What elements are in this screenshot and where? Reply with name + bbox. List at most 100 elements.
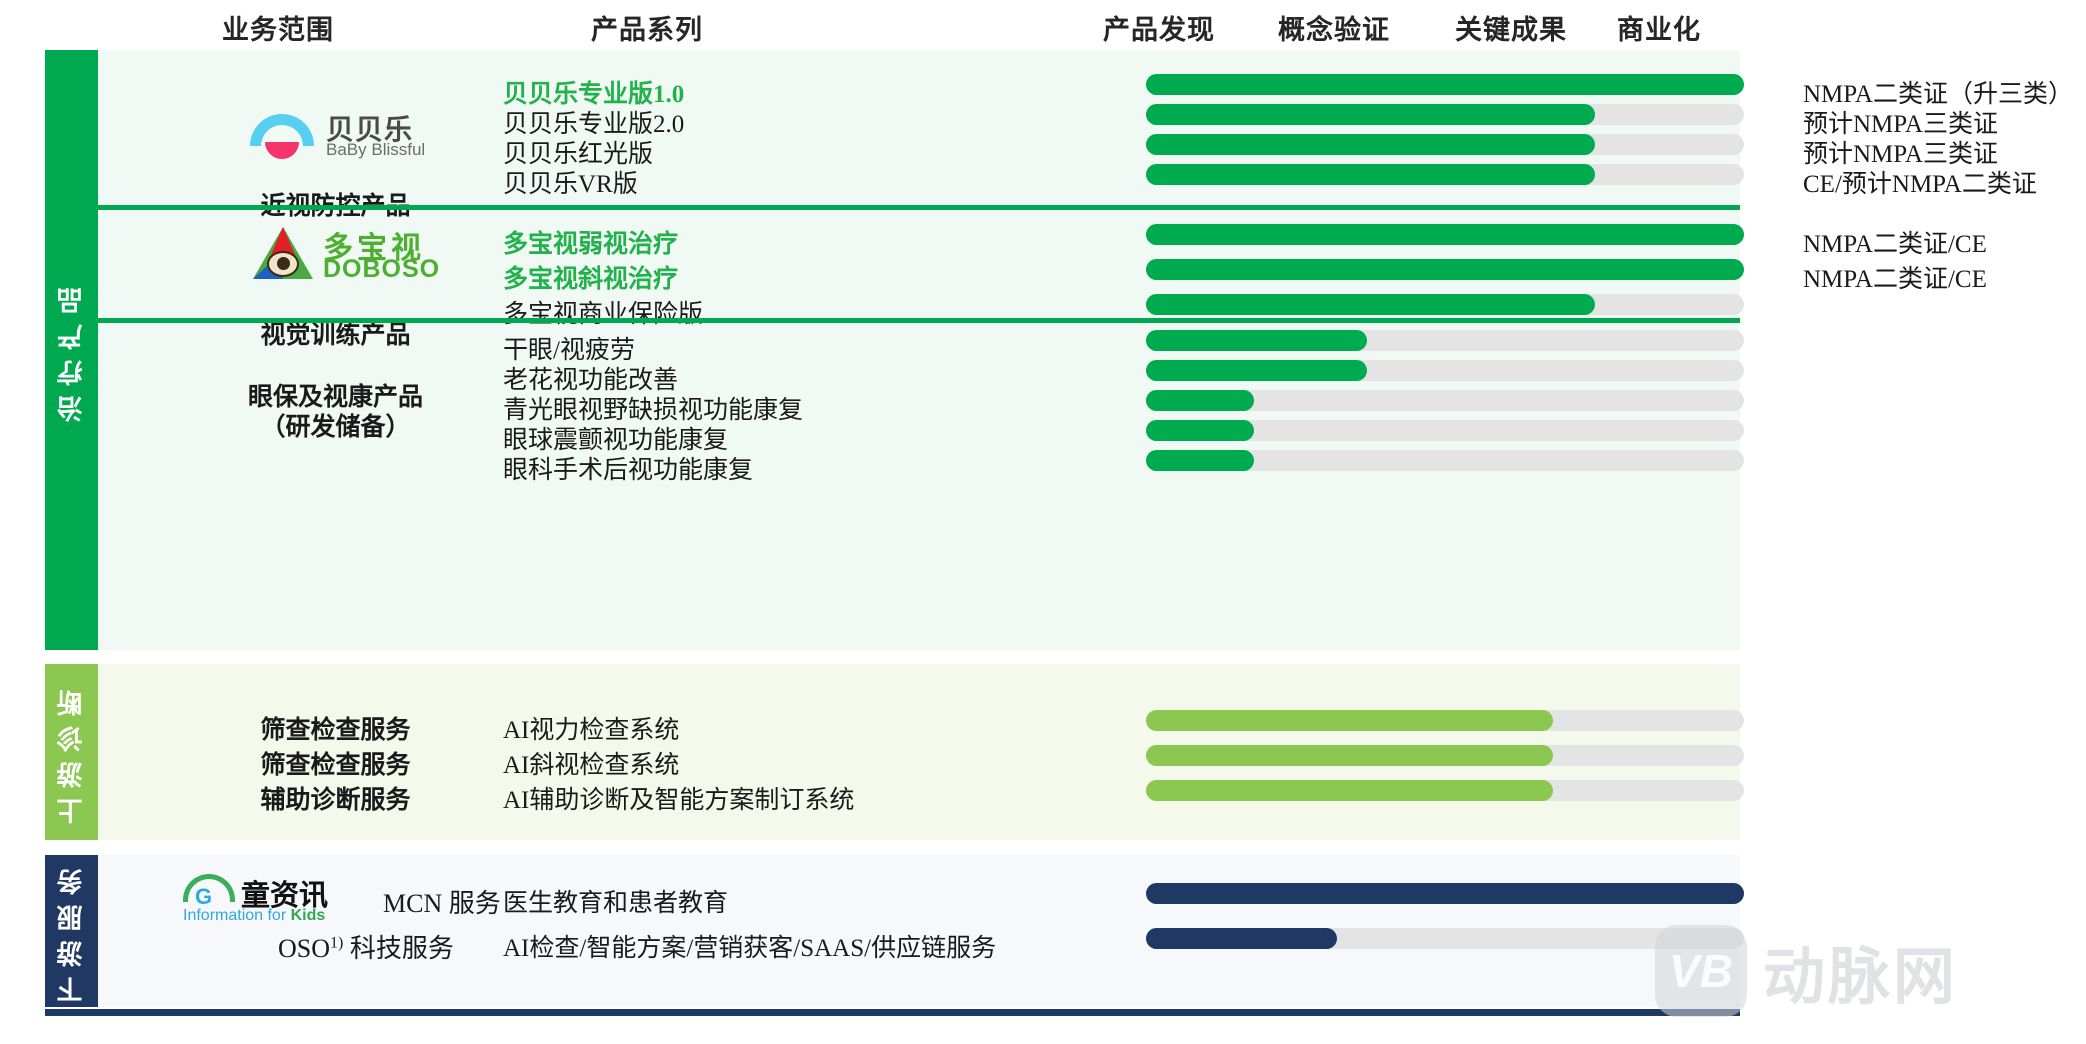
group-divider — [98, 205, 1740, 210]
band-tab-label: 治疗产品 — [57, 278, 86, 422]
series-label: 多宝视斜视治疗 — [503, 266, 679, 293]
note-label: 预计NMPA三类证 — [1803, 111, 1998, 138]
progress-fill — [1146, 450, 1254, 471]
scope-mcn-service: MCN 服务 — [383, 889, 501, 918]
scope-eyecare-line2: （研发储备） — [260, 414, 411, 441]
band-tab-label: 上游诊断 — [57, 680, 86, 824]
scope-label: 辅助诊断服务 — [260, 787, 411, 814]
progress-track — [1146, 330, 1744, 351]
progress-fill — [1146, 928, 1338, 949]
series-label: AI斜视检查系统 — [503, 752, 680, 779]
header-stage-key-results: 关键成果 — [1455, 15, 1567, 45]
progress-fill — [1146, 259, 1744, 280]
logo-baby-blissful-cn: 贝贝乐 — [326, 114, 414, 145]
table-row: 干眼/视疲劳 — [98, 330, 1744, 364]
band-downstream-service: 下游服务 G 童资讯 Information for Kids MCN 服务 医… — [45, 855, 1744, 1007]
header-stage-commercialized: 商业化 — [1617, 15, 1701, 45]
progress-track — [1146, 360, 1744, 381]
series-label: 眼科手术后视功能康复 — [503, 457, 754, 484]
scope-label: 筛查检查服务 — [260, 752, 411, 779]
series-label: 贝贝乐专业版2.0 — [503, 111, 685, 138]
series-label: AI检查/智能方案/营销获客/SAAS/供应链服务 — [503, 935, 997, 962]
series-label: 干眼/视疲劳 — [503, 337, 635, 364]
progress-track — [1146, 390, 1744, 411]
header-product-series: 产品系列 — [591, 15, 703, 45]
table-row: 筛查检查服务 AI斜视检查系统 — [98, 745, 1744, 779]
watermark-badge: VB — [1655, 925, 1747, 1017]
series-label: 贝贝乐红光版 — [503, 141, 654, 168]
header-stage-discovery: 产品发现 — [1103, 15, 1215, 45]
table-row: 老花视功能改善 — [98, 360, 1744, 394]
progress-track — [1146, 420, 1744, 441]
header-business-scope: 业务范围 — [222, 15, 334, 45]
watermark-text: 动脉网 — [1763, 943, 1959, 1012]
table-row: 青光眼视野缺损视功能康复 — [98, 390, 1744, 424]
table-row: 辅助诊断服务 AI辅助诊断及智能方案制订系统 — [98, 780, 1744, 814]
progress-fill — [1146, 330, 1368, 351]
band-tab-upstream-diagnosis: 上游诊断 — [45, 664, 98, 840]
bottom-rule — [45, 1009, 1740, 1016]
progress-fill — [1146, 390, 1254, 411]
progress-track — [1146, 134, 1744, 155]
progress-fill — [1146, 164, 1595, 185]
logo-tongzixun-cn: 童资讯 — [241, 880, 329, 912]
logo-tongzixun-en: Information for Kids — [183, 907, 326, 924]
table-row: 医生教育和患者教育 — [98, 883, 1744, 917]
series-label: 老花视功能改善 — [503, 367, 679, 394]
series-label: 多宝视商业保险版 — [503, 301, 704, 328]
progress-fill — [1146, 780, 1553, 801]
progress-track — [1146, 224, 1744, 245]
band-body-upstream-diagnosis: 筛查检查服务 AI视力检查系统 筛查检查服务 AI斜视检查系统 辅助诊断服务 A… — [98, 664, 1744, 840]
scope-label: 筛查检查服务 — [260, 717, 411, 744]
tongzixun-g-icon: G — [195, 884, 213, 909]
progress-fill — [1146, 134, 1595, 155]
series-label: AI辅助诊断及智能方案制订系统 — [503, 787, 855, 814]
logo-baby-blissful: 贝贝乐 BaBy Blissful — [248, 108, 438, 170]
logo-doboso-en: DOBOSO — [323, 255, 441, 283]
progress-track — [1146, 710, 1744, 731]
oso-superscript: 1) — [330, 934, 344, 952]
oso-tail: 科技服务 — [343, 934, 454, 963]
progress-fill — [1146, 420, 1254, 441]
doboso-pupil-icon — [277, 257, 290, 270]
progress-fill — [1146, 745, 1553, 766]
header-stage-poc: 概念验证 — [1278, 15, 1390, 45]
band-tab-treatment-products: 治疗产品 — [45, 50, 98, 650]
progress-track — [1146, 883, 1744, 904]
progress-fill — [1146, 710, 1553, 731]
column-header-row: 业务范围 产品系列 产品发现 概念验证 关键成果 商业化 — [0, 0, 2086, 50]
note-label: NMPA二类证/CE — [1803, 231, 1987, 258]
table-row: 筛查检查服务 AI视力检查系统 — [98, 710, 1744, 744]
table-row: 眼球震颤视功能康复 — [98, 420, 1744, 454]
progress-track — [1146, 294, 1744, 315]
scope-vision-training: 视觉训练产品 — [260, 322, 411, 349]
bb-dome-icon — [265, 142, 299, 159]
progress-track — [1146, 104, 1744, 125]
progress-fill — [1146, 224, 1744, 245]
progress-fill — [1146, 360, 1368, 381]
oso-text: OSO — [278, 934, 331, 963]
logo-doboso: 多宝视 DOBOSO — [253, 225, 443, 287]
series-label: 贝贝乐VR版 — [503, 171, 638, 198]
series-label: 医生教育和患者教育 — [503, 890, 729, 917]
series-label: 贝贝乐专业版1.0 — [503, 81, 685, 108]
note-label: NMPA二类证（升三类） — [1803, 81, 2073, 108]
band-tab-label: 下游服务 — [57, 859, 86, 1003]
logo-tongzixun: G 童资讯 Information for Kids — [183, 872, 383, 930]
table-row: AI检查/智能方案/营销获客/SAAS/供应链服务 — [98, 928, 1744, 962]
band-tab-downstream-service: 下游服务 — [45, 855, 98, 1007]
bb-arc-icon — [250, 114, 314, 146]
table-row: 贝贝乐红光版 预计NMPA三类证 — [98, 134, 1998, 168]
band-body-treatment-products: 贝贝乐 BaBy Blissful 近视防控产品 贝贝乐专业版1.0 NMPA二… — [98, 50, 2073, 650]
progress-fill — [1146, 104, 1595, 125]
progress-track — [1146, 745, 1744, 766]
scope-oso-service: OSO1) 科技服务 — [278, 928, 454, 965]
table-row: 贝贝乐VR版 CE/预计NMPA二类证 — [98, 164, 2037, 198]
progress-fill — [1146, 294, 1595, 315]
scope-eyecare-line1: 眼保及视康产品 — [247, 384, 423, 411]
progress-track — [1146, 450, 1744, 471]
band-treatment-products: 治疗产品 贝贝乐 BaBy Blissful 近视防控产品 贝贝乐专业版1.0 … — [45, 50, 2073, 650]
progress-track — [1146, 928, 1744, 949]
table-row: 眼科手术后视功能康复 — [98, 450, 1744, 484]
